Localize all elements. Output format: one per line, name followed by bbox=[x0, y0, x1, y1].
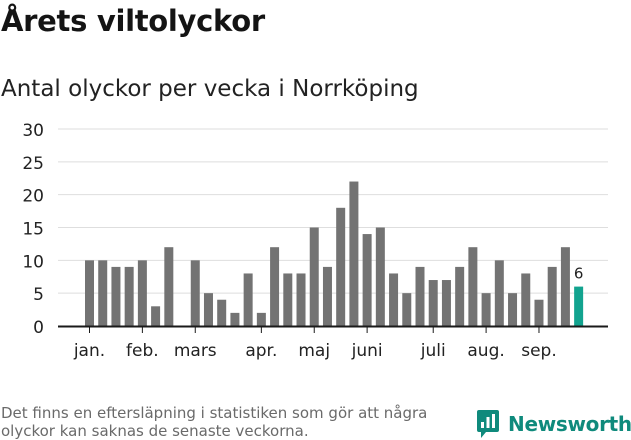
bar bbox=[137, 260, 147, 326]
x-tick-label: aug. bbox=[467, 341, 504, 361]
bar bbox=[389, 273, 399, 326]
y-tick-label: 10 bbox=[22, 252, 44, 272]
bar bbox=[375, 227, 385, 326]
bar bbox=[322, 266, 332, 326]
x-tick-label: apr. bbox=[245, 341, 277, 361]
y-tick-label: 30 bbox=[22, 121, 44, 141]
chart-title: Årets viltolyckor bbox=[1, 4, 265, 38]
bar bbox=[362, 234, 372, 326]
bar bbox=[190, 260, 200, 326]
x-axis-ticks: jan. feb. mars apr. maj juni juli aug. sep. bbox=[73, 327, 557, 361]
bar bbox=[428, 280, 438, 326]
bar bbox=[402, 293, 412, 326]
y-tick-label: 0 bbox=[33, 318, 44, 338]
gridlines bbox=[58, 128, 608, 294]
brand-name: Newsworthy bbox=[508, 412, 631, 436]
y-tick-label: 20 bbox=[22, 187, 44, 207]
bar bbox=[468, 247, 478, 326]
x-tick-label: maj bbox=[298, 341, 330, 361]
x-tick-label: juli bbox=[420, 341, 446, 361]
footnote: Det finns en eftersläpning i statistiken… bbox=[1, 404, 428, 440]
bar bbox=[508, 293, 518, 326]
data-label: 6 bbox=[574, 265, 584, 283]
bar bbox=[455, 266, 465, 326]
bar bbox=[151, 306, 161, 326]
chart-subtitle: Antal olyckor per vecka i Norrköping bbox=[1, 76, 419, 102]
bar bbox=[547, 266, 557, 326]
x-tick-label: sep. bbox=[521, 341, 557, 361]
bar bbox=[534, 299, 544, 326]
x-tick-label: mars bbox=[174, 341, 217, 361]
y-tick-label: 25 bbox=[22, 154, 44, 174]
bar bbox=[296, 273, 306, 326]
bar-current-week bbox=[574, 286, 584, 326]
bar bbox=[441, 280, 451, 326]
bars bbox=[85, 181, 584, 326]
bar-chart: 0 5 10 15 20 25 30 jan. feb. mars apr. maj juni juli… bbox=[22, 121, 608, 361]
y-tick-label: 5 bbox=[33, 285, 44, 305]
y-tick-label: 15 bbox=[22, 220, 44, 240]
bar bbox=[336, 207, 346, 326]
bar bbox=[203, 293, 213, 326]
bar bbox=[560, 247, 570, 326]
bar bbox=[98, 260, 108, 326]
x-tick-label: jan. bbox=[73, 341, 105, 361]
bar bbox=[256, 312, 266, 326]
bar bbox=[230, 312, 240, 326]
newsworthy-brand[interactable]: Newsworthy bbox=[476, 408, 631, 440]
bar bbox=[521, 273, 531, 326]
bar bbox=[481, 293, 491, 326]
bar bbox=[270, 247, 280, 326]
bar bbox=[349, 181, 359, 326]
bar bbox=[124, 266, 134, 326]
data-labels: 6 bbox=[574, 265, 584, 283]
bar bbox=[164, 247, 174, 326]
bar bbox=[283, 273, 293, 326]
y-axis-tick-labels: 0 5 10 15 20 25 30 bbox=[22, 121, 44, 338]
x-tick-label: feb. bbox=[126, 341, 159, 361]
bar bbox=[309, 227, 319, 326]
bar bbox=[415, 266, 425, 326]
bar bbox=[243, 273, 253, 326]
bar bbox=[111, 266, 121, 326]
bar bbox=[217, 299, 227, 326]
bar bbox=[494, 260, 504, 326]
x-tick-label: juni bbox=[351, 341, 383, 361]
newsworthy-logo-icon bbox=[477, 410, 499, 438]
bar bbox=[85, 260, 94, 326]
